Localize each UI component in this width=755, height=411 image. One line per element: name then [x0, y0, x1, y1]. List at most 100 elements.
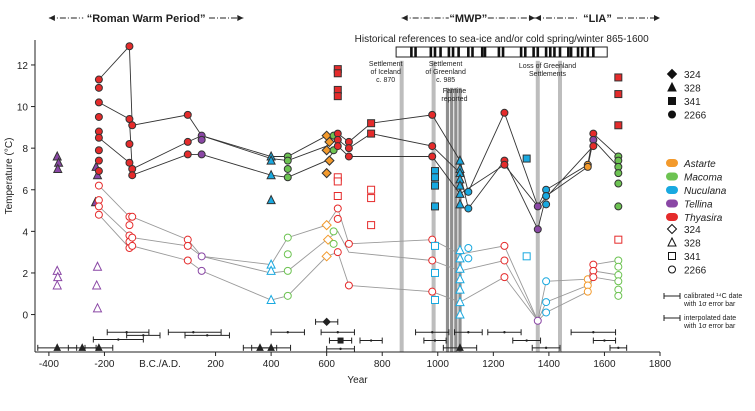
data-point-filled — [321, 167, 332, 179]
data-point-filled — [614, 202, 623, 211]
historical-tick — [480, 47, 484, 57]
legend-symbol-label: 324 — [684, 225, 701, 236]
data-point-filled — [183, 150, 192, 159]
error-bar-center — [503, 331, 506, 334]
historical-tick — [519, 47, 523, 57]
y-tick-label: 8 — [22, 144, 28, 155]
data-point-open — [128, 212, 137, 221]
legend-species-swatch — [666, 186, 678, 194]
famine-line — [445, 87, 450, 352]
data-point-filled — [344, 152, 353, 161]
y-tick-label: 0 — [22, 311, 28, 322]
era-label: B.C./A.D. — [139, 359, 181, 370]
data-point-filled — [283, 173, 292, 182]
event-label: reported — [441, 96, 467, 103]
data-point-filled — [614, 73, 623, 82]
legend-species-swatch — [666, 199, 678, 208]
x-tick-label: 200 — [207, 359, 224, 370]
data-point-open — [52, 271, 63, 282]
data-point-filled — [94, 133, 103, 142]
period-annotations: “Roman Warm Period” “MWP” “LIA” — [48, 13, 660, 25]
legend-symbol-filled — [666, 68, 678, 80]
data-point-filled — [266, 155, 276, 165]
event-label: Loss of Greenland — [519, 63, 576, 70]
data-point-filled — [589, 142, 598, 151]
data-point-filled — [333, 92, 342, 101]
error-bar-center — [336, 331, 339, 334]
historical-bar — [395, 46, 608, 58]
data-point-filled — [324, 136, 335, 148]
error-bar-center — [125, 331, 128, 334]
historical-tick — [457, 47, 460, 57]
historical-tick — [451, 47, 455, 57]
x-tick-label: -400 — [39, 359, 59, 370]
data-point-open — [589, 273, 598, 282]
error-bar-center — [369, 339, 373, 342]
data-point-open — [431, 241, 439, 250]
data-point-open — [91, 279, 102, 290]
data-point-open — [197, 252, 206, 261]
data-point-open — [367, 221, 376, 230]
event-label: of Iceland — [370, 69, 400, 76]
event-line — [399, 60, 404, 353]
error-bar-center — [339, 347, 342, 351]
data-point-filled — [52, 163, 63, 173]
error-bar-marker — [322, 317, 331, 327]
data-point-filled — [464, 204, 473, 213]
data-point-open — [321, 251, 332, 262]
historical-tick — [414, 47, 417, 57]
data-point-open — [197, 266, 206, 275]
data-point-open — [125, 221, 134, 230]
data-point-open — [283, 266, 292, 275]
data-point-open — [583, 287, 592, 296]
legend-symbol-label: 324 — [684, 70, 701, 81]
data-point-filled — [183, 137, 192, 146]
historical-tick — [586, 47, 590, 57]
historical-tick — [544, 47, 548, 57]
legend-symbol-label: 2266 — [684, 266, 707, 277]
data-point-open — [542, 277, 551, 286]
data-point-filled — [197, 135, 206, 144]
data-point-filled — [125, 140, 134, 148]
error-bar-center — [286, 331, 289, 334]
legend-symbol-filled — [668, 97, 676, 105]
data-point-open — [321, 219, 332, 231]
historical-tick — [467, 47, 470, 57]
historical-tick — [580, 47, 584, 57]
historical-tick — [567, 47, 570, 57]
data-point-filled — [431, 181, 439, 190]
historical-tick — [497, 47, 501, 57]
data-point-filled — [614, 90, 623, 99]
y-axis-label: Temperature (°C) — [4, 138, 15, 215]
error-bar-center — [525, 339, 528, 342]
data-point-filled — [183, 110, 192, 119]
event-label: of Greenland — [425, 69, 466, 76]
legend-errorbar-label: calibrated ¹⁴C date — [684, 293, 742, 300]
error-bar-marker — [78, 343, 87, 351]
data-point-open — [94, 210, 103, 219]
data-point-filled — [500, 108, 509, 117]
legend-symbol-label: 328 — [684, 239, 701, 250]
legend-errorbar-label: with 1σ error bar — [683, 301, 736, 308]
data-point-filled — [344, 144, 353, 153]
famine-line — [450, 87, 454, 352]
data-point-open — [455, 283, 465, 294]
y-tick-label: 10 — [17, 103, 29, 114]
event-label: c. 985 — [436, 77, 455, 84]
data-point-open — [500, 256, 509, 265]
famine-line — [458, 87, 462, 352]
historical-tick — [548, 47, 552, 57]
error-bar-center — [544, 346, 548, 350]
date-error-bars — [37, 317, 628, 352]
x-tick-label: 1800 — [649, 359, 672, 370]
legend-symbol-label: 2266 — [684, 111, 707, 122]
data-point-filled — [333, 142, 342, 151]
historical-tick — [553, 47, 556, 57]
legend-symbol-label: 328 — [684, 84, 701, 95]
error-bar-center — [433, 339, 437, 342]
data-point-open — [455, 273, 465, 284]
x-tick-label: 800 — [374, 359, 391, 370]
error-bar-marker — [53, 343, 62, 351]
error-bar-center — [117, 338, 120, 341]
event-line — [558, 60, 562, 353]
